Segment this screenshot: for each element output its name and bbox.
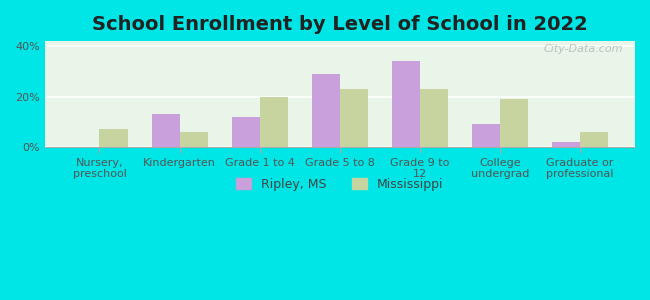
Bar [151, 114, 179, 147]
Bar [552, 142, 580, 147]
Bar [179, 132, 207, 147]
Bar [500, 99, 528, 147]
Bar [472, 124, 500, 147]
Bar [312, 74, 340, 147]
Bar [580, 132, 608, 147]
Text: City-Data.com: City-Data.com [543, 44, 623, 54]
Legend: Ripley, MS, Mississippi: Ripley, MS, Mississippi [231, 173, 448, 196]
Bar [392, 61, 420, 147]
Title: School Enrollment by Level of School in 2022: School Enrollment by Level of School in … [92, 15, 588, 34]
Bar [99, 130, 127, 147]
Bar [340, 89, 368, 147]
Bar [260, 97, 288, 147]
Bar [420, 89, 448, 147]
Bar [231, 117, 260, 147]
